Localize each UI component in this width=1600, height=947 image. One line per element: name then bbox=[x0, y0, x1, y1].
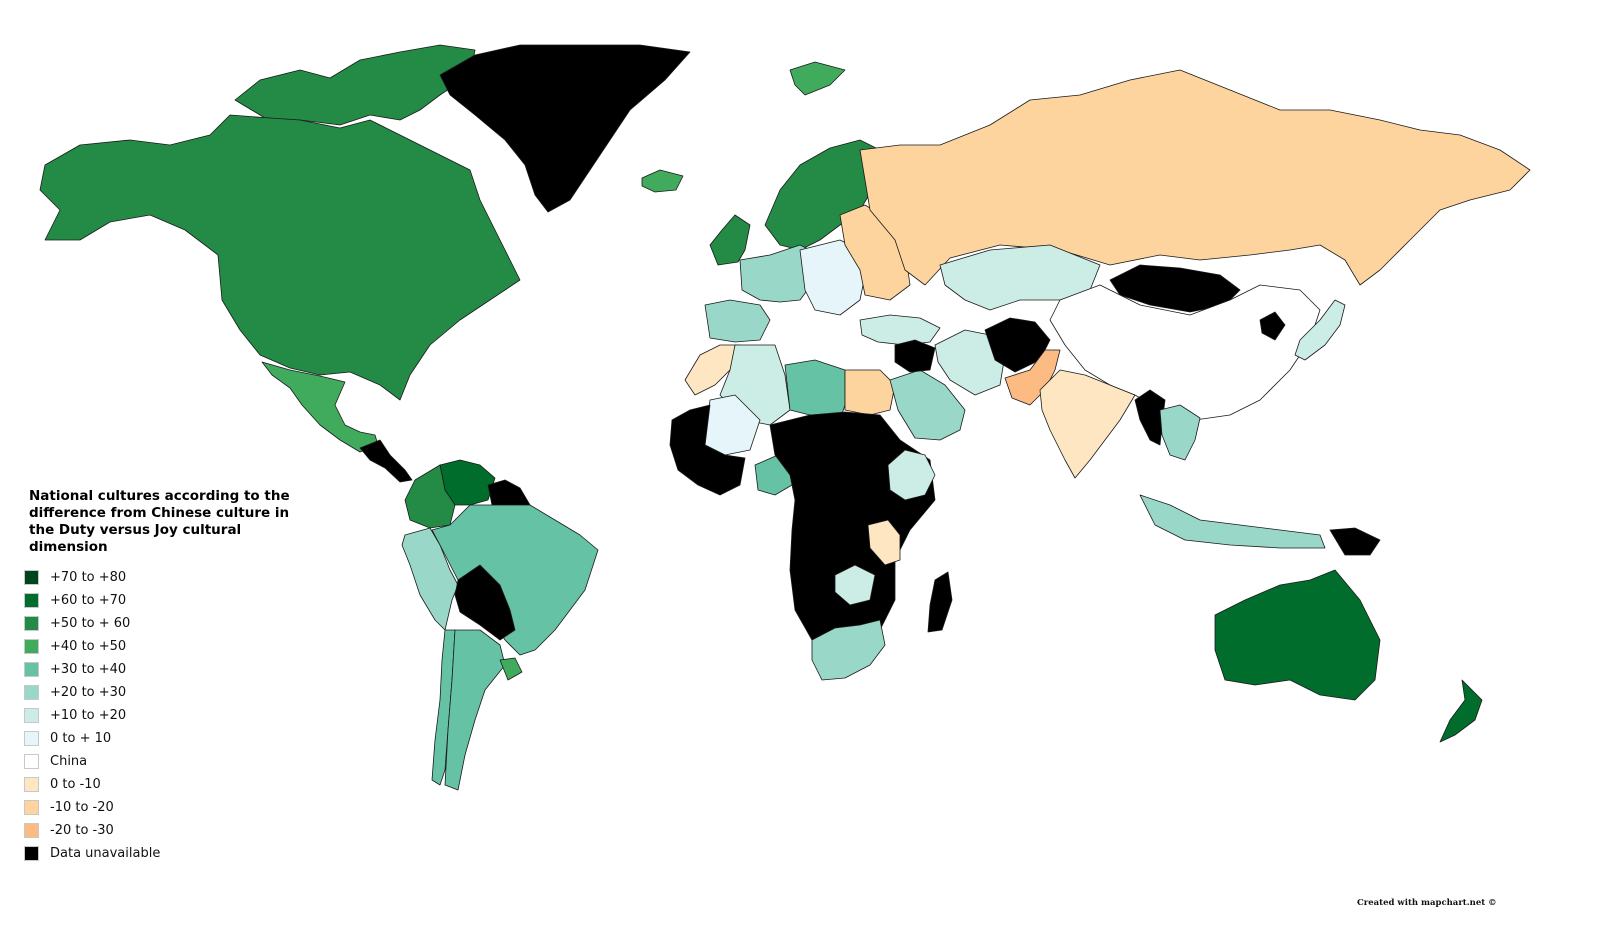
region-japan bbox=[1294, 299, 1346, 361]
legend-label: Data unavailable bbox=[50, 846, 161, 861]
legend-swatch bbox=[24, 800, 39, 815]
legend-swatch bbox=[24, 708, 39, 723]
legend-item: +30 to +40 bbox=[24, 658, 314, 681]
region-libya bbox=[784, 359, 846, 421]
legend-swatch bbox=[24, 731, 39, 746]
map-legend: National cultures according to the diffe… bbox=[24, 488, 314, 865]
region-papua-new-guinea bbox=[1329, 527, 1381, 556]
legend-label: -20 to -30 bbox=[50, 823, 114, 838]
legend-swatch bbox=[24, 639, 39, 654]
region-west-africa bbox=[669, 404, 746, 496]
credit-text: Created with mapchart.net © bbox=[1357, 898, 1497, 908]
legend-item: +50 to + 60 bbox=[24, 612, 314, 635]
legend-item: Data unavailable bbox=[24, 842, 314, 865]
legend-swatch bbox=[24, 685, 39, 700]
legend-swatch bbox=[24, 754, 39, 769]
legend-swatch bbox=[24, 823, 39, 838]
legend-label: -10 to -20 bbox=[50, 800, 114, 815]
legend-item: +10 to +20 bbox=[24, 704, 314, 727]
legend-label: +20 to +30 bbox=[50, 685, 127, 700]
region-alaska-usa-canada bbox=[39, 114, 521, 401]
legend-item: 0 to -10 bbox=[24, 773, 314, 796]
legend-label: +60 to +70 bbox=[50, 593, 127, 608]
region-iberia bbox=[704, 299, 771, 343]
legend-swatch bbox=[24, 846, 39, 861]
map-regions bbox=[39, 44, 1531, 791]
region-north-korea bbox=[1259, 311, 1286, 341]
legend-item: 0 to + 10 bbox=[24, 727, 314, 750]
region-china bbox=[1049, 284, 1321, 421]
legend-item: -20 to -30 bbox=[24, 819, 314, 842]
legend-label: China bbox=[50, 754, 88, 769]
region-central-africa bbox=[769, 411, 936, 651]
legend-swatch bbox=[24, 570, 39, 585]
region-new-zealand bbox=[1439, 679, 1483, 743]
region-thailand-vietnam bbox=[1159, 404, 1201, 461]
region-canada-arctic bbox=[234, 44, 476, 126]
legend-item: China bbox=[24, 750, 314, 773]
legend-label: +70 to +80 bbox=[50, 570, 127, 585]
legend-title: National cultures according to the diffe… bbox=[29, 488, 290, 555]
legend-items: +70 to +80 +60 to +70 +50 to + 60 +40 to… bbox=[24, 566, 314, 865]
region-morocco bbox=[684, 344, 741, 396]
legend-swatch bbox=[24, 662, 39, 677]
region-pakistan bbox=[1004, 349, 1061, 406]
region-australia bbox=[1214, 569, 1381, 701]
legend-item: +20 to +30 bbox=[24, 681, 314, 704]
region-russia bbox=[859, 69, 1531, 286]
region-zambia bbox=[834, 564, 876, 606]
legend-item: +60 to +70 bbox=[24, 589, 314, 612]
region-iran bbox=[934, 329, 1006, 396]
region-iceland bbox=[641, 169, 684, 193]
region-argentina bbox=[444, 629, 506, 791]
legend-label: 0 to -10 bbox=[50, 777, 101, 792]
region-mexico bbox=[261, 361, 379, 453]
legend-label: 0 to + 10 bbox=[50, 731, 112, 746]
region-iraq-syria bbox=[894, 339, 936, 373]
region-south-africa bbox=[811, 619, 886, 681]
region-turkey bbox=[859, 314, 941, 346]
legend-label: +40 to +50 bbox=[50, 639, 127, 654]
region-central-america bbox=[359, 439, 413, 483]
region-greenland bbox=[439, 44, 691, 213]
legend-item: +70 to +80 bbox=[24, 566, 314, 589]
legend-label: +50 to + 60 bbox=[50, 616, 131, 631]
legend-item: +40 to +50 bbox=[24, 635, 314, 658]
region-mongolia bbox=[1109, 264, 1241, 313]
region-ethiopia bbox=[887, 449, 936, 501]
region-tanzania bbox=[867, 519, 901, 566]
region-saudi-arabia bbox=[889, 369, 966, 441]
region-myanmar bbox=[1134, 389, 1166, 446]
region-indonesia bbox=[1139, 494, 1326, 549]
region-egypt bbox=[844, 369, 896, 416]
region-uruguay bbox=[499, 657, 523, 681]
legend-label: +30 to +40 bbox=[50, 662, 127, 677]
region-india bbox=[1039, 369, 1136, 479]
region-uk-ireland bbox=[709, 214, 751, 266]
legend-swatch bbox=[24, 616, 39, 631]
region-bolivia bbox=[454, 564, 516, 641]
legend-swatch bbox=[24, 777, 39, 792]
legend-label: +10 to +20 bbox=[50, 708, 127, 723]
legend-swatch bbox=[24, 593, 39, 608]
legend-item: -10 to -20 bbox=[24, 796, 314, 819]
region-madagascar bbox=[927, 571, 953, 633]
region-svalbard bbox=[789, 61, 846, 96]
